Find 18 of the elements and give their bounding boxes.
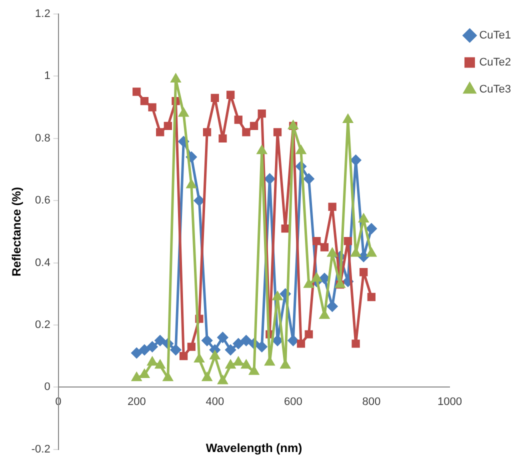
- x-tick-label: 600: [284, 396, 302, 408]
- y-tick-label: 0: [44, 381, 50, 394]
- x-tick-label: 800: [362, 396, 381, 408]
- legend-label: CuTe2: [479, 56, 511, 69]
- x-tick-label: 200: [127, 396, 146, 408]
- legend-label: CuTe1: [479, 30, 511, 42]
- y-tick-label: 0.2: [35, 319, 50, 332]
- y-tick-label: 0.6: [35, 194, 50, 207]
- y-tick-label: 0.4: [35, 256, 50, 269]
- y-tick-label: 1.2: [35, 8, 50, 20]
- x-tick-label: 1000: [437, 396, 462, 408]
- legend-label: CuTe3: [479, 84, 511, 96]
- y-axis-title: Reflectance (%): [10, 187, 24, 276]
- x-axis-title: Wavelength (nm): [206, 440, 302, 455]
- y-tick-label: -0.2: [31, 443, 50, 456]
- y-tick-label: 0.8: [35, 132, 50, 144]
- x-tick-label: 400: [206, 396, 224, 408]
- y-tick-label: 1: [44, 70, 50, 82]
